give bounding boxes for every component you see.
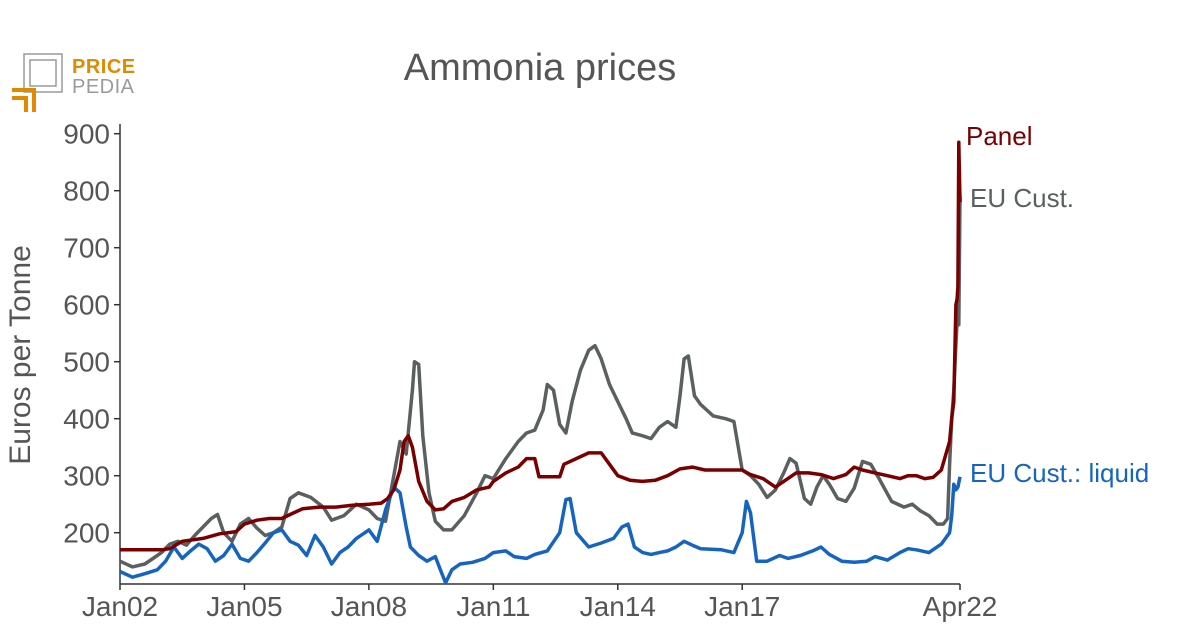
y-tick-label: 900 xyxy=(63,119,110,150)
y-tick-label: 600 xyxy=(63,290,110,321)
y-tick-label: 200 xyxy=(63,518,110,549)
y-tick-label: 500 xyxy=(63,347,110,378)
pricepedia-logo: PRICE PEDIA xyxy=(8,52,148,116)
series-line-eu-cust-liquid xyxy=(119,476,962,585)
axes: 200 300 400 500 600 700 800 900 Jan02 Jan05 Jan08 J… xyxy=(63,119,997,622)
x-tick-label: Apr22 xyxy=(923,591,998,622)
y-tick-label: 800 xyxy=(63,176,110,207)
x-tick-label: Jan02 xyxy=(82,591,158,622)
pricepedia-logo-mark xyxy=(12,53,63,112)
series-labels: Panel EU Cust. EU Cust.: liquid xyxy=(966,121,1149,488)
y-tick-label: 300 xyxy=(63,461,110,492)
y-axis-label: Euros per Tonne xyxy=(4,245,37,465)
series-label: EU Cust.: liquid xyxy=(970,458,1149,488)
x-tick-label: Jan14 xyxy=(580,591,656,622)
logo-text-price: PRICE xyxy=(72,56,136,78)
series-line-panel xyxy=(120,140,962,552)
chart-title: Ammonia prices xyxy=(404,47,676,89)
series-layer xyxy=(119,140,962,585)
x-tick-label: Jan05 xyxy=(206,591,282,622)
x-tick-label: Jan08 xyxy=(331,591,407,622)
series-line-eu-cust xyxy=(119,196,962,569)
x-tick-label: Jan17 xyxy=(704,591,780,622)
y-tick-label: 400 xyxy=(63,404,110,435)
series-label: EU Cust. xyxy=(970,183,1074,213)
series-label: Panel xyxy=(966,121,1033,151)
logo-text-pedia: PEDIA xyxy=(72,76,135,98)
y-tick-label: 700 xyxy=(63,233,110,264)
logo-wordmark: PRICE PEDIA xyxy=(72,57,136,97)
x-tick-label: Jan11 xyxy=(456,591,530,622)
